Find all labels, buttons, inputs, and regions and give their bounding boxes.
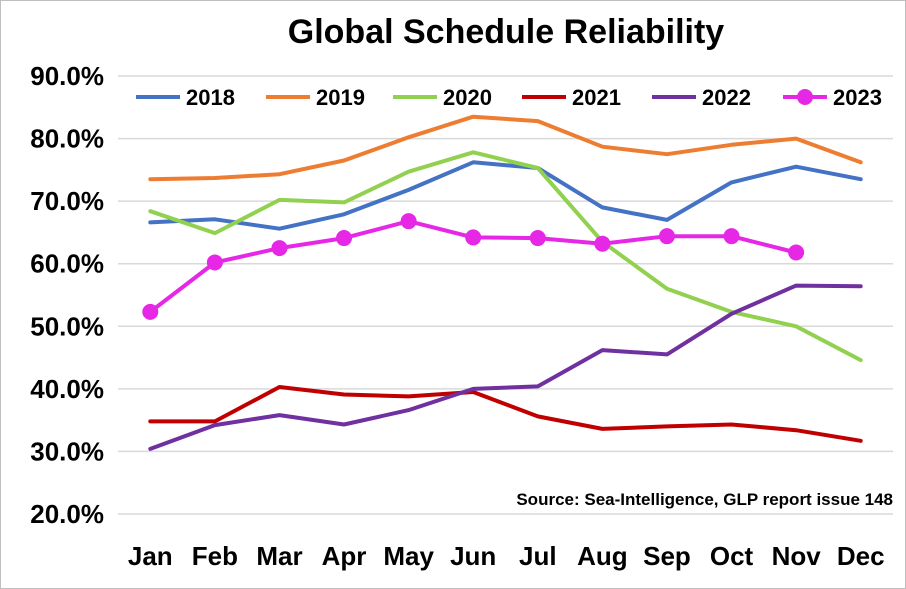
- gridlines: [118, 75, 893, 515]
- x-axis-ticks: Jan Feb Mar Apr May Jun Jul Aug Sep Oct Nov Dec: [128, 541, 885, 571]
- data-point-2023: [594, 235, 611, 252]
- x-tick-label: Mar: [256, 541, 302, 571]
- x-tick-label: Jul: [519, 541, 557, 571]
- x-tick-label: Dec: [837, 541, 885, 571]
- series-line-2021: [148, 385, 863, 443]
- x-tick-label: Jan: [128, 541, 173, 571]
- x-tick-label: Feb: [192, 541, 238, 571]
- legend-label-2021: 2021: [572, 85, 621, 110]
- data-point-2023: [400, 213, 417, 230]
- y-tick-label: 40.0%: [30, 374, 104, 404]
- y-tick-label: 80.0%: [30, 124, 104, 154]
- legend-label-2022: 2022: [702, 85, 751, 110]
- data-point-2023: [788, 244, 805, 261]
- source-note: Source: Sea-Intelligence, GLP report iss…: [516, 490, 893, 509]
- series-line-2020: [148, 150, 863, 363]
- data-point-2023: [529, 230, 546, 247]
- x-tick-label: Aug: [577, 541, 628, 571]
- y-tick-label: 30.0%: [30, 436, 104, 466]
- legend-marker-2023: [797, 89, 813, 105]
- series-line-2022: [148, 283, 863, 451]
- data-point-2023: [271, 240, 288, 257]
- x-tick-label: Oct: [710, 541, 754, 571]
- legend-label-2020: 2020: [443, 85, 492, 110]
- chart-title: Global Schedule Reliability: [288, 13, 725, 51]
- y-axis-ticks: 20.0% 30.0% 40.0% 50.0% 60.0% 70.0% 80.0% 90.0%: [30, 61, 104, 529]
- legend-label-2018: 2018: [186, 85, 235, 110]
- data-point-2023: [465, 229, 482, 246]
- data-point-2023: [206, 254, 223, 271]
- y-tick-label: 70.0%: [30, 186, 104, 216]
- data-point-2023: [658, 228, 675, 245]
- data-point-2023: [336, 230, 353, 247]
- x-tick-label: Sep: [643, 541, 691, 571]
- series-lines: [142, 114, 863, 451]
- x-tick-label: May: [383, 541, 434, 571]
- y-tick-label: 20.0%: [30, 499, 104, 529]
- data-point-2023: [723, 228, 740, 245]
- y-tick-label: 90.0%: [30, 61, 104, 91]
- series-line-2018: [148, 160, 863, 231]
- data-point-2023: [142, 303, 159, 320]
- series-line-2019: [148, 114, 863, 182]
- x-tick-label: Apr: [322, 541, 367, 571]
- x-tick-label: Jun: [450, 541, 496, 571]
- legend-label-2023: 2023: [833, 85, 882, 110]
- y-tick-label: 60.0%: [30, 249, 104, 279]
- legend: 2018 2019 2020 2021 2022 2023: [136, 85, 882, 110]
- y-tick-label: 50.0%: [30, 311, 104, 341]
- legend-label-2019: 2019: [316, 85, 365, 110]
- x-tick-label: Nov: [772, 541, 822, 571]
